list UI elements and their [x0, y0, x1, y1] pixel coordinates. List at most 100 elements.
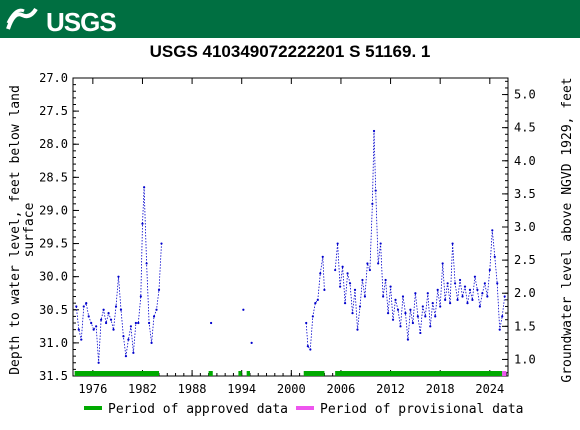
data-point [468, 288, 472, 292]
data-point [147, 321, 151, 325]
y-right-tick-label: 3.0 [514, 220, 536, 234]
y-right-tick-label: 4.0 [514, 154, 536, 168]
data-point [493, 255, 496, 258]
legend-provisional-label: Period of provisional data [320, 402, 524, 417]
data-point [117, 275, 120, 278]
data-point [498, 328, 501, 331]
data-point [426, 292, 429, 295]
data-point [157, 288, 161, 292]
data-point [95, 325, 98, 328]
data-point [129, 325, 132, 328]
legend-approved-swatch [84, 406, 102, 410]
data-point [379, 242, 382, 245]
data-point [361, 278, 364, 282]
data-point [77, 328, 80, 331]
data-point [80, 338, 83, 341]
data-point [150, 341, 153, 344]
data-point [152, 315, 156, 318]
data-point [155, 308, 158, 311]
approved-period-bar [238, 371, 242, 376]
data-point [481, 292, 484, 295]
data-point [109, 318, 113, 321]
data-point [436, 288, 439, 292]
data-point [336, 242, 339, 245]
data-point [366, 262, 369, 265]
data-point [389, 285, 392, 288]
left-axis-label-line2: surface [22, 202, 37, 257]
data-point [305, 321, 308, 325]
x-tick-label-2000: 2000 [277, 382, 306, 396]
left-axis-label-line1: Depth to water level, feet below land [8, 85, 23, 375]
data-point [406, 338, 410, 341]
data-point [453, 282, 457, 285]
data-point [463, 285, 467, 288]
data-point [496, 282, 499, 285]
data-point [319, 272, 322, 275]
data-point [444, 298, 447, 301]
right-axis-label: Groundwater level above NGVD 1929, feet [560, 77, 575, 382]
data-point [339, 285, 342, 288]
data-point [439, 305, 442, 308]
x-tick-label-2012: 2012 [376, 382, 405, 396]
y-right-tick-label: 4.5 [514, 121, 536, 135]
approved-period-bar [74, 371, 160, 376]
data-point [92, 328, 95, 331]
data-point [458, 278, 462, 282]
data-point [501, 315, 504, 318]
data-point [100, 318, 103, 321]
data-point [424, 315, 427, 318]
series-line [75, 187, 162, 363]
data-point [409, 308, 412, 311]
data-point [112, 328, 115, 331]
usgs-banner: USGS [0, 0, 580, 38]
series-line [305, 256, 325, 351]
data-point [434, 315, 437, 318]
data-point [314, 302, 317, 305]
y-left-tick-label: 31.0 [39, 336, 68, 350]
usgs-logo[interactable]: USGS [6, 5, 117, 37]
data-point [384, 278, 387, 282]
data-point [371, 202, 374, 205]
data-point [391, 318, 395, 321]
data-point [127, 338, 130, 341]
y-right-tick-label: 1.0 [514, 352, 536, 366]
water-level-series [75, 129, 506, 364]
data-point [491, 229, 494, 232]
plot-frame [72, 77, 509, 377]
x-tick-label-1988: 1988 [178, 382, 207, 396]
y-right-tick-label: 2.0 [514, 286, 536, 300]
data-point [82, 305, 85, 308]
x-tick-label-1994: 1994 [227, 382, 256, 396]
x-tick-label-2006: 2006 [326, 382, 355, 396]
data-point [421, 305, 424, 308]
data-point [396, 308, 400, 311]
data-point [488, 268, 491, 272]
data-point [358, 305, 362, 308]
data-point [210, 321, 213, 325]
data-point [134, 321, 137, 325]
data-point [478, 305, 481, 308]
data-point [119, 308, 123, 311]
data-point [372, 129, 376, 133]
data-point [363, 295, 367, 298]
data-point [466, 302, 469, 305]
data-point [431, 302, 434, 305]
provisional-period-bar [502, 371, 507, 376]
data-point [441, 262, 444, 265]
data-point [143, 186, 146, 189]
data-point [75, 305, 78, 308]
y-axis-right: 1.0 1.5 2.0 2.5 3.0 3.5 4.0 4.5 5.0 [502, 80, 536, 374]
data-point [473, 275, 477, 278]
data-point [374, 189, 377, 192]
data-point [416, 315, 419, 318]
data-point [341, 265, 344, 268]
x-tick-label-1976: 1976 [78, 382, 107, 396]
data-point [503, 295, 506, 298]
data-point [309, 348, 312, 351]
data-point [316, 298, 319, 301]
approved-period-bar [335, 371, 503, 376]
y-right-tick-label: 1.5 [514, 319, 536, 333]
y-left-tick-label: 31.5 [39, 369, 68, 383]
data-point [85, 302, 88, 305]
data-point [306, 345, 309, 348]
